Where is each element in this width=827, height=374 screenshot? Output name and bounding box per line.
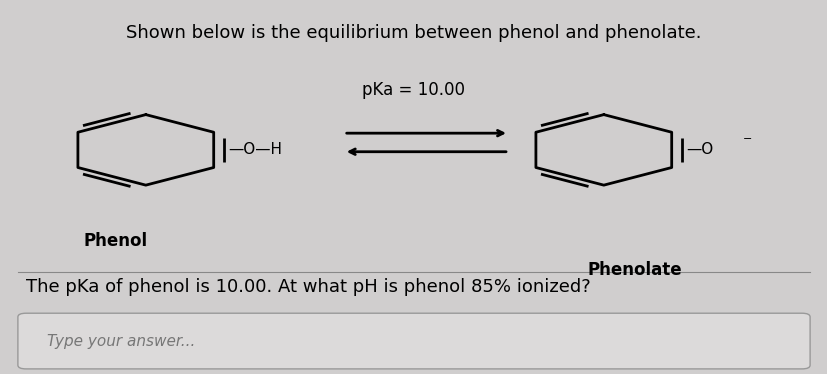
Text: —O: —O [686, 142, 713, 157]
Text: The pKa of phenol is 10.00. At what pH is phenol 85% ionized?: The pKa of phenol is 10.00. At what pH i… [26, 278, 590, 296]
Text: Shown below is the equilibrium between phenol and phenolate.: Shown below is the equilibrium between p… [126, 24, 701, 42]
Text: −: − [742, 135, 751, 144]
Text: Type your answer...: Type your answer... [46, 334, 195, 349]
Text: pKa = 10.00: pKa = 10.00 [362, 82, 465, 99]
Text: —O—H: —O—H [228, 142, 282, 157]
Text: Phenolate: Phenolate [586, 261, 681, 279]
FancyBboxPatch shape [18, 313, 809, 369]
Text: Phenol: Phenol [84, 232, 148, 249]
